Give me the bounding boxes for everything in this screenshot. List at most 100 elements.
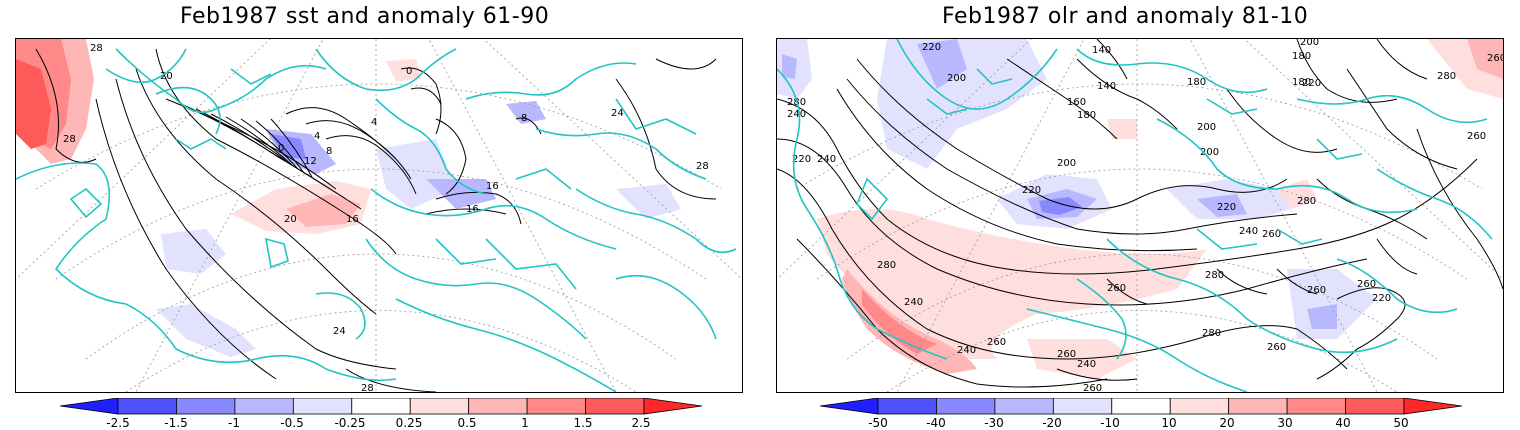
- colorbar-swatch: [176, 398, 236, 415]
- contour-label: 4: [314, 131, 320, 142]
- sst-contour-labels: 28 28 20 0 4 8 12 16 16 20 24 24 28 28 1…: [63, 43, 709, 392]
- colorbar-label: -1: [228, 416, 240, 430]
- anomaly-negative-region: [376, 139, 456, 209]
- colorbar-label: -1.5: [164, 416, 188, 430]
- sst-contours: [35, 48, 717, 392]
- colorbar-label: -10: [1100, 416, 1120, 430]
- contour-label: 140: [1092, 45, 1111, 56]
- contour-label: 260: [1107, 283, 1126, 294]
- colorbar-swatch: [1169, 398, 1230, 415]
- contour-label: 200: [1057, 158, 1076, 169]
- contour-label: 200: [1197, 122, 1216, 133]
- graticule: [16, 39, 742, 392]
- colorbar-swatch: [1052, 398, 1113, 415]
- colorbar-label: -40: [926, 416, 946, 430]
- contour-label: 180: [1077, 110, 1096, 121]
- colorbar-swatch: [1228, 398, 1288, 415]
- right-panel-title: Feb1987 olr and anomaly 81-10: [942, 4, 1309, 29]
- sst-map: 28 28 20 0 4 8 12 16 16 20 24 24 28 28 1…: [16, 39, 742, 392]
- contour-label: 28: [361, 383, 374, 392]
- contour-label: 8: [326, 146, 332, 157]
- contour-label: 160: [1067, 97, 1086, 108]
- colorbar-label: -2.5: [106, 416, 130, 430]
- contour-label: 220: [1217, 202, 1236, 213]
- contour-label: 180: [1292, 77, 1311, 88]
- colorbar-swatch: [936, 398, 996, 415]
- contour-label: 200: [1200, 147, 1219, 158]
- contour-label: 200: [1300, 39, 1319, 48]
- contour-label: 260: [1057, 349, 1076, 360]
- colorbar-right-arrow: [1403, 398, 1462, 415]
- contour-label: 20: [160, 71, 173, 82]
- colorbar-swatch: [1111, 398, 1171, 415]
- contour-label: 12: [304, 156, 317, 167]
- contour-label: 260: [1267, 342, 1286, 353]
- contour-label: 0: [278, 143, 284, 154]
- coastlines: [777, 39, 1493, 392]
- contour-label: 24: [611, 108, 624, 119]
- colorbar-label: -30: [984, 416, 1004, 430]
- anomaly-positive-region: [842, 269, 977, 374]
- colorbar-left-arrow: [60, 398, 119, 415]
- anomaly-negative-region: [1307, 304, 1337, 329]
- colorbar-swatch: [877, 398, 937, 415]
- contour-label: 240: [904, 297, 923, 308]
- contour-label: 240: [1077, 359, 1096, 370]
- colorbar-swatch: [409, 398, 470, 415]
- contour-label: 260: [1083, 383, 1102, 392]
- olr-contour-labels: 220 200 140 140 160 180 180 200 180 200 …: [787, 39, 1503, 392]
- anomaly-negative-region: [782, 54, 797, 79]
- contour-label: 20: [284, 214, 297, 225]
- contour-label: 220: [792, 154, 811, 165]
- colorbar-swatch: [526, 398, 586, 415]
- colorbar-label: 50: [1393, 416, 1409, 430]
- contour-label: 220: [1302, 78, 1321, 89]
- colorbar-swatch: [234, 398, 294, 415]
- anomaly-positive-region: [1467, 39, 1503, 79]
- contour-label: 28: [696, 161, 709, 172]
- contour-label: 8: [521, 113, 527, 124]
- colorbar-swatch: [1345, 398, 1405, 415]
- contour-label: 4: [371, 117, 377, 128]
- colorbar-label: 20: [1219, 416, 1235, 430]
- colorbar-label: -0.25: [334, 416, 366, 430]
- anomaly-positive-region: [817, 209, 1207, 359]
- contour-label: 220: [922, 42, 941, 53]
- colorbar-label: 10: [1161, 416, 1177, 430]
- contour-label: 240: [957, 345, 976, 356]
- graticule: [777, 39, 1503, 392]
- olr-anomaly-colorbar: [820, 398, 1462, 415]
- colorbar-label: 0.5: [457, 416, 477, 430]
- contour-label: 180: [1187, 77, 1206, 88]
- contour-label: 180: [1292, 51, 1311, 62]
- colorbar-label: 30: [1277, 416, 1293, 430]
- left-panel-title: Feb1987 sst and anomaly 61-90: [180, 4, 550, 29]
- contour-label: 280: [1205, 270, 1224, 281]
- contour-label: 16: [486, 181, 499, 192]
- colorbar-swatch: [468, 398, 528, 415]
- contour-label: 24: [333, 326, 346, 337]
- contour-label: 16: [346, 214, 359, 225]
- anomaly-positive-region: [1107, 119, 1137, 139]
- contour-label: 260: [1357, 279, 1376, 290]
- colorbar-swatch: [994, 398, 1054, 415]
- anomaly-positive-region: [286, 194, 361, 227]
- anomaly-positive-region: [16, 59, 51, 149]
- colorbar-swatch: [585, 398, 645, 415]
- anomaly-negative-region: [1197, 194, 1247, 217]
- contour-label: 240: [1239, 226, 1258, 237]
- contour-label: 280: [1437, 71, 1456, 82]
- sst-anomaly-colorbar: [60, 398, 702, 415]
- anomaly-negative-region: [1039, 197, 1082, 215]
- colorbar-label: 40: [1335, 416, 1351, 430]
- colorbar-label: 2.5: [631, 416, 651, 430]
- contour-label: 260: [1487, 53, 1503, 64]
- colorbar-swatch: [1286, 398, 1346, 415]
- anomaly-negative-region: [161, 229, 226, 274]
- contour-label: 240: [817, 154, 836, 165]
- contour-label: 260: [1262, 229, 1281, 240]
- anomaly-negative-region: [917, 39, 967, 89]
- olr-map: 220 200 140 140 160 180 180 200 180 200 …: [777, 39, 1503, 392]
- colorbar-label: -0.5: [280, 416, 304, 430]
- colorbar-label: 1.5: [573, 416, 593, 430]
